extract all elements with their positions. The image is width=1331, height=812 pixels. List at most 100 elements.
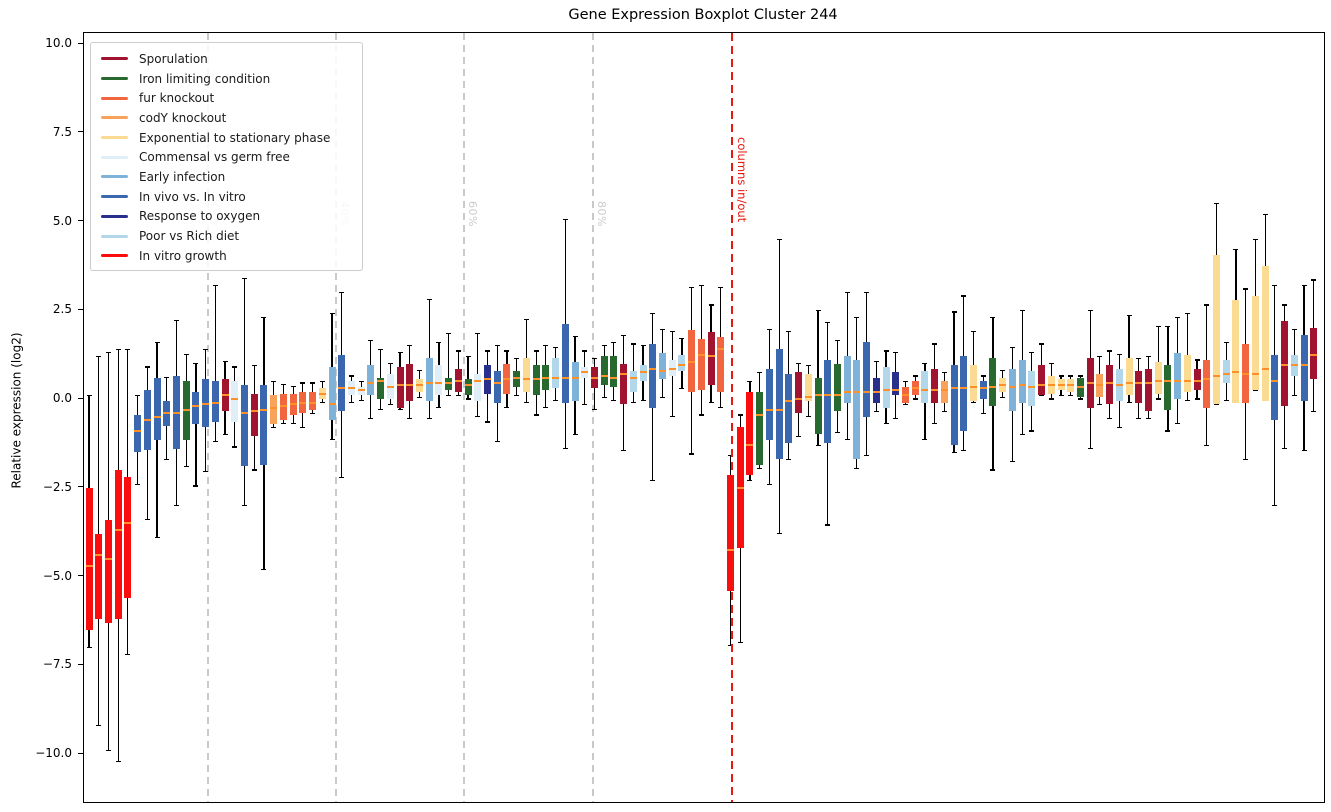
median-line bbox=[552, 376, 560, 379]
whisker-cap-bottom bbox=[912, 398, 918, 400]
whisker-cap-top bbox=[261, 316, 267, 318]
median-line bbox=[143, 419, 151, 422]
whisker-cap-top bbox=[922, 362, 928, 365]
whisker-cap-top bbox=[601, 345, 607, 347]
whisker-cap-bottom bbox=[397, 409, 403, 411]
median-line bbox=[260, 408, 268, 411]
boxplot-box-in-vivo-vs-in-vitro bbox=[765, 368, 773, 440]
whisker-cap-bottom bbox=[407, 417, 413, 420]
whisker-cap-top bbox=[1301, 284, 1307, 286]
legend-item: In vitro growth bbox=[101, 246, 352, 266]
median-line bbox=[396, 383, 404, 386]
median-line bbox=[620, 373, 628, 376]
whisker-cap-bottom bbox=[533, 414, 539, 416]
whisker-cap-top bbox=[436, 341, 442, 343]
legend-item: Exponential to stationary phase bbox=[101, 128, 352, 148]
whisker-cap-top bbox=[514, 357, 520, 359]
median-line bbox=[532, 378, 540, 381]
median-line bbox=[590, 376, 598, 379]
y-tick-mark bbox=[78, 486, 83, 488]
legend-swatch bbox=[101, 96, 128, 100]
median-line bbox=[104, 557, 112, 560]
median-line bbox=[542, 376, 550, 379]
whisker-cap-bottom bbox=[553, 400, 559, 402]
y-tick-label: 2.5 bbox=[52, 302, 72, 317]
whisker-cap-bottom bbox=[1039, 394, 1045, 397]
median-line bbox=[1251, 373, 1259, 376]
whisker-cap-top bbox=[96, 355, 102, 357]
whisker-cap-top bbox=[1272, 284, 1278, 286]
whisker-cap-top bbox=[310, 382, 316, 384]
whisker-cap-bottom bbox=[562, 448, 568, 450]
boxplot-box-in-vivo-vs-in-vitro bbox=[979, 381, 987, 399]
y-tick-mark bbox=[78, 42, 83, 44]
boxplot-box-early-infection bbox=[843, 356, 851, 403]
boxplot-box-in-vitro-growth bbox=[124, 477, 132, 598]
whisker-cap-bottom bbox=[902, 403, 908, 405]
legend-item-label: Response to oxygen bbox=[139, 209, 261, 224]
gridline-label-60%: 60% bbox=[466, 201, 479, 227]
whisker-cap-bottom bbox=[844, 439, 850, 441]
median-line bbox=[1222, 373, 1230, 376]
median-line bbox=[911, 387, 919, 390]
whisker-cap-bottom bbox=[504, 407, 510, 409]
whisker-cap-bottom bbox=[115, 760, 121, 762]
boxplot-box-in-vivo-vs-in-vitro bbox=[134, 414, 142, 453]
whisker-cap-top bbox=[154, 341, 160, 343]
boxplot-box-iron-limiting-condition bbox=[814, 377, 822, 435]
whisker-cap-bottom bbox=[922, 439, 928, 441]
median-line bbox=[1300, 364, 1308, 367]
boxplot-box-early-infection bbox=[1008, 368, 1016, 412]
median-line bbox=[134, 429, 142, 432]
median-line bbox=[863, 390, 871, 393]
boxplot-box-early-infection bbox=[1174, 352, 1182, 399]
y-tick-label: −10.0 bbox=[35, 746, 72, 760]
boxplot-box-in-vitro-growth bbox=[114, 470, 122, 620]
median-line bbox=[901, 394, 909, 397]
whisker-cap-bottom bbox=[1223, 400, 1229, 402]
median-line bbox=[707, 355, 715, 358]
boxplot-box-in-vivo-vs-in-vitro bbox=[493, 370, 501, 403]
median-line bbox=[892, 389, 900, 392]
whisker-cap-top bbox=[271, 380, 277, 382]
whisker-cap-top bbox=[125, 348, 131, 350]
median-line bbox=[1008, 385, 1016, 388]
y-tick-label: 5.0 bbox=[52, 213, 72, 228]
median-line bbox=[1144, 382, 1152, 385]
median-line bbox=[882, 389, 890, 392]
median-line bbox=[241, 412, 249, 415]
median-line bbox=[1115, 383, 1123, 386]
median-line bbox=[1125, 382, 1133, 385]
legend-item: In vivo vs. In vitro bbox=[101, 187, 352, 207]
median-line bbox=[1281, 364, 1289, 367]
whisker-cap-top bbox=[718, 286, 724, 288]
whisker-cap-top bbox=[1068, 375, 1074, 377]
whisker bbox=[584, 351, 586, 405]
median-line bbox=[172, 412, 180, 415]
boxplot-box-in-vivo-vs-in-vitro bbox=[775, 349, 783, 460]
legend-item-label: Exponential to stationary phase bbox=[139, 130, 331, 145]
whisker-cap-bottom bbox=[883, 423, 889, 425]
boxplot-box-in-vivo-vs-in-vitro bbox=[153, 377, 161, 440]
whisker-cap-bottom bbox=[475, 416, 481, 418]
median-line bbox=[211, 401, 219, 404]
whisker-cap-top bbox=[815, 309, 821, 311]
boxplot-box-iron-limiting-condition bbox=[610, 356, 618, 387]
legend-swatch bbox=[101, 57, 128, 61]
whisker-cap-top bbox=[446, 332, 452, 334]
boxplot-box-in-vitro-growth bbox=[727, 475, 735, 591]
whisker-cap-top bbox=[1291, 329, 1297, 331]
gridline-60% bbox=[463, 33, 465, 802]
whisker-cap-top bbox=[494, 345, 500, 347]
whisker-cap-top bbox=[329, 313, 335, 315]
median-line bbox=[717, 348, 725, 351]
whisker-cap-top bbox=[553, 346, 559, 349]
boxplot-box-in-vivo-vs-in-vitro bbox=[1271, 354, 1279, 421]
whisker-cap-top bbox=[358, 380, 364, 382]
median-line bbox=[435, 382, 443, 385]
whisker-cap-bottom bbox=[805, 416, 811, 418]
median-line bbox=[202, 403, 210, 406]
whisker-cap-bottom bbox=[1291, 394, 1297, 397]
y-tick-mark bbox=[78, 308, 83, 310]
boxplot-box-early-infection bbox=[571, 361, 579, 401]
